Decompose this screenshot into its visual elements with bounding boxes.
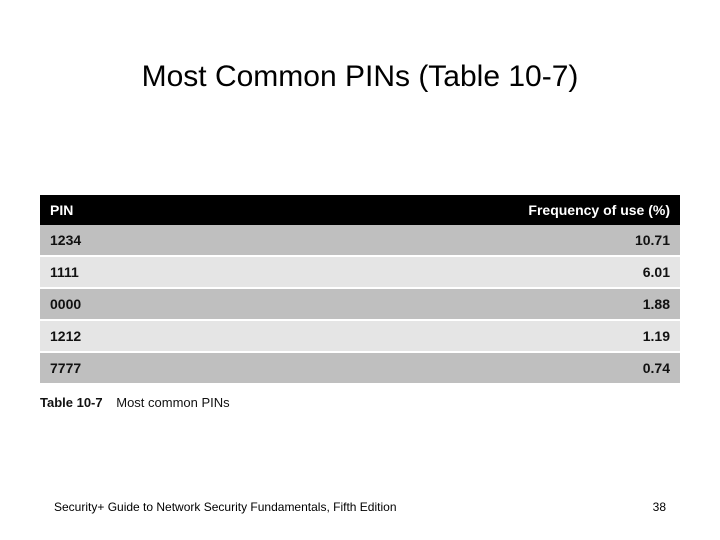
cell-freq: 1.19	[424, 320, 680, 352]
table-row: 1111 6.01	[40, 256, 680, 288]
table-row: 1234 10.71	[40, 225, 680, 256]
slide: Most Common PINs (Table 10-7) PIN Freque…	[0, 0, 720, 540]
table-row: 7777 0.74	[40, 352, 680, 384]
cell-pin: 1111	[40, 256, 424, 288]
caption-text: Most common PINs	[116, 395, 229, 410]
col-header-freq: Frequency of use (%)	[424, 195, 680, 225]
cell-freq: 6.01	[424, 256, 680, 288]
pins-table-wrap: PIN Frequency of use (%) 1234 10.71 1111…	[40, 195, 680, 410]
slide-title: Most Common PINs (Table 10-7)	[0, 60, 720, 94]
col-header-pin: PIN	[40, 195, 424, 225]
footer-source: Security+ Guide to Network Security Fund…	[54, 500, 397, 514]
table-row: 1212 1.19	[40, 320, 680, 352]
footer-page-number: 38	[653, 500, 666, 514]
caption-label: Table 10-7	[40, 395, 103, 410]
cell-pin: 1234	[40, 225, 424, 256]
pins-table: PIN Frequency of use (%) 1234 10.71 1111…	[40, 195, 680, 385]
cell-pin: 7777	[40, 352, 424, 384]
cell-freq: 1.88	[424, 288, 680, 320]
cell-pin: 0000	[40, 288, 424, 320]
table-caption: Table 10-7 Most common PINs	[40, 395, 680, 410]
cell-freq: 10.71	[424, 225, 680, 256]
cell-freq: 0.74	[424, 352, 680, 384]
table-row: 0000 1.88	[40, 288, 680, 320]
table-header-row: PIN Frequency of use (%)	[40, 195, 680, 225]
cell-pin: 1212	[40, 320, 424, 352]
